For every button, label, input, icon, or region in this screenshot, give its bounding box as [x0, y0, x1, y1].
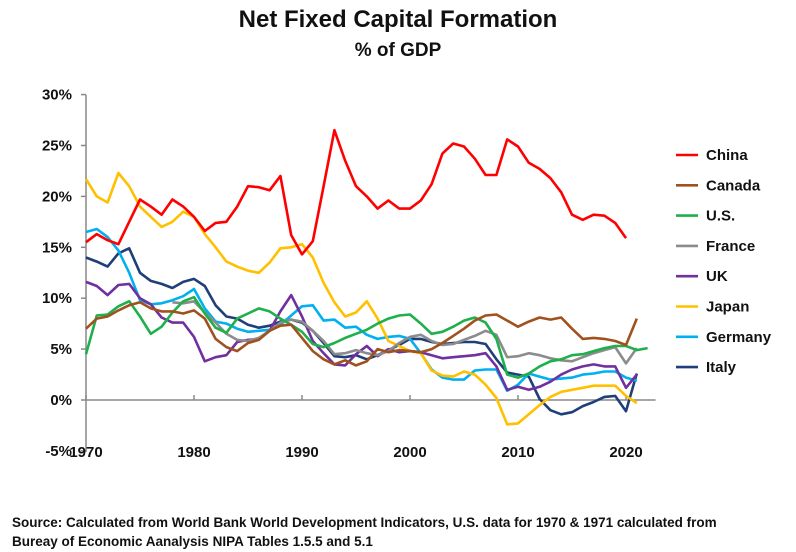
source-line-2: Bureay of Economic Aanalysis NIPA Tables… — [12, 534, 373, 549]
legend-label: U.S. — [706, 208, 735, 225]
x-tick-label: 1970 — [69, 444, 102, 461]
x-tick-label: 1990 — [285, 444, 318, 461]
y-tick-label: 30% — [42, 87, 72, 104]
y-tick-label: 15% — [42, 239, 72, 256]
series-line-canada — [85, 300, 639, 367]
x-tick-label: 2000 — [393, 444, 426, 461]
legend-label: China — [706, 147, 748, 164]
x-tick-label: 2020 — [609, 444, 642, 461]
series-line-uk — [85, 280, 638, 392]
series-line-us — [84, 295, 648, 379]
legend-label: France — [706, 238, 755, 255]
series-line-france — [172, 299, 638, 365]
legend-label: UK — [706, 268, 728, 285]
y-tick-label: 5% — [50, 341, 72, 358]
series-line-japan — [84, 171, 638, 426]
source-note: Source: Calculated from World Bank World… — [12, 513, 717, 551]
y-tick-label: 10% — [42, 290, 72, 307]
y-tick-label: 0% — [50, 392, 72, 409]
series-line-germany — [85, 227, 638, 393]
chart-subtitle: % of GDP — [354, 40, 442, 61]
chart-title: Net Fixed Capital Formation — [238, 6, 558, 33]
legend-label: Germany — [706, 329, 772, 346]
y-tick-label: -5% — [45, 443, 72, 460]
legend-label: Canada — [706, 177, 761, 194]
y-tick-label: 25% — [42, 138, 72, 155]
series-line-italy — [85, 247, 639, 416]
series-line-china — [85, 128, 628, 256]
legend-label: Japan — [706, 299, 749, 316]
source-line-1: Source: Calculated from World Bank World… — [12, 515, 717, 530]
x-tick-label: 1980 — [177, 444, 210, 461]
y-tick-label: 20% — [42, 188, 72, 205]
legend-label: Italy — [706, 359, 737, 376]
x-tick-label: 2010 — [501, 444, 534, 461]
